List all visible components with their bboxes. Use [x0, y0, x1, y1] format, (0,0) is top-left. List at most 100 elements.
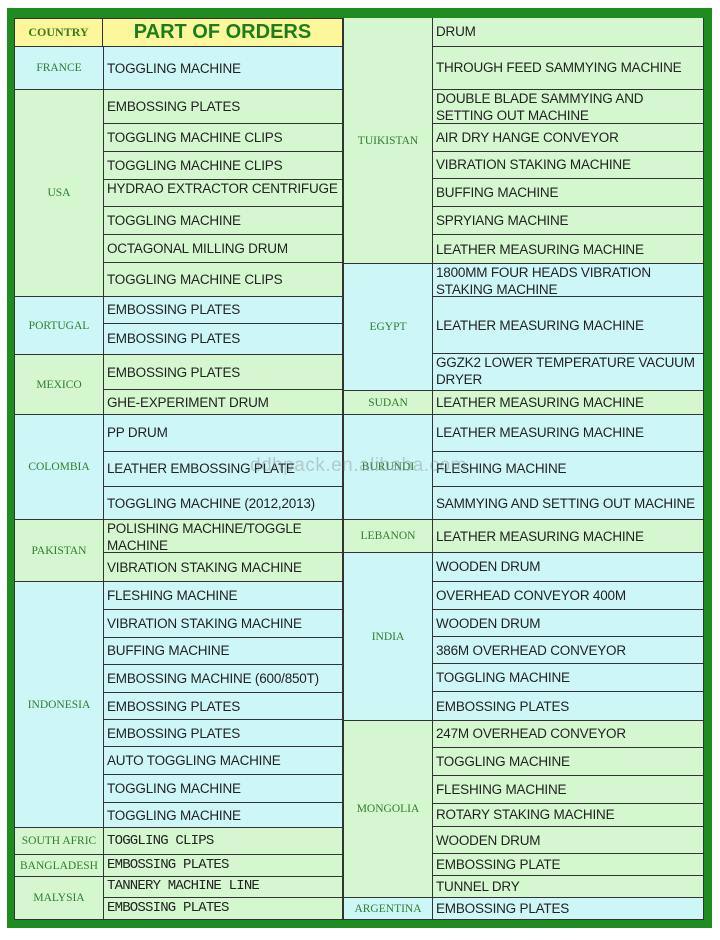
left-country-group: MALYSIA TANNERY MACHINE LINE EMBOSSING PLA… [14, 877, 343, 920]
order-item: AUTO TOGGLING MACHINE [104, 747, 343, 776]
country-name: FRANCE [15, 47, 104, 89]
country-name: ARGENTINA [344, 898, 433, 919]
order-item: VIBRATION STAKING MACHINE [104, 553, 343, 581]
left-country-group: USA EMBOSSING PLATES TOGGLING MACHINE CLIP… [14, 90, 343, 297]
order-item: WOODEN DRUM [433, 609, 704, 638]
order-item: WOODEN DRUM [433, 553, 704, 582]
order-items: DRUM THROUGH FEED SAMMYING MACHINE DOUBLE … [433, 18, 704, 264]
right-country-group: ARGENTINA EMBOSSING PLATES [343, 898, 704, 920]
order-item: BUFFING MACHINE [433, 179, 704, 208]
order-item: TOGGLING MACHINE [433, 747, 704, 776]
country-name: INDONESIA [15, 582, 104, 827]
order-item: SAMMYING AND SETTING OUT MACHINE [433, 487, 704, 519]
order-item: EMBOSSING PLATES [104, 720, 343, 748]
order-item: OCTAGONAL MILLING DRUM [104, 235, 343, 264]
order-item: ROTARY STAKING MACHINE [433, 803, 704, 828]
country-name: SOUTH AFRIC [15, 828, 104, 854]
order-item: VIBRATION STAKING MACHINE [433, 151, 704, 180]
right-country-group: INDIA WOODEN DRUM OVERHEAD CONVEYOR 400M WO… [343, 553, 704, 721]
order-item: EMBOSSING PLATES [433, 692, 704, 720]
order-items: WOODEN DRUM OVERHEAD CONVEYOR 400M WOODEN … [433, 553, 704, 720]
right-country-group: SUDAN LEATHER MEASURING MACHINE [343, 391, 704, 415]
order-items: 1800MM FOUR HEADS VIBRATION STAKING MACH… [433, 264, 704, 390]
order-items: 247M OVERHEAD CONVEYOR TOGGLING MACHINE FL… [433, 721, 704, 897]
order-item: LEATHER MEASURING MACHINE [433, 520, 704, 552]
order-items: TOGGLING CLIPS [104, 828, 343, 854]
order-item: PP DRUM [104, 415, 343, 452]
order-item: LEATHER EMBOSSING PLATE [104, 451, 343, 488]
order-item: THROUGH FEED SAMMYING MACHINE [433, 46, 704, 90]
order-item: FLESHING MACHINE [104, 582, 343, 610]
left-country-group: FRANCE TOGGLING MACHINE [14, 47, 343, 90]
order-item: LEATHER MEASURING MACHINE [433, 415, 704, 452]
order-item: EMBOSSING PLATES [104, 323, 343, 354]
country-name: LEBANON [344, 520, 433, 552]
order-item: TOGGLING MACHINE CLIPS [104, 123, 343, 152]
order-item: BUFFING MACHINE [104, 637, 343, 665]
left-country-group: PORTUGAL EMBOSSING PLATES EMBOSSING PLATES [14, 297, 343, 355]
order-item: EMBOSSING PLATES [433, 898, 704, 919]
order-item: VIBRATION STAKING MACHINE [104, 609, 343, 638]
order-item: EMBOSSING PLATES [104, 90, 343, 124]
order-items: EMBOSSING PLATES EMBOSSING PLATES [104, 297, 343, 354]
order-item: GGZK2 LOWER TEMPERATURE VACUUM DRYER [433, 354, 704, 390]
country-name: PORTUGAL [15, 297, 104, 354]
order-item: LEATHER MEASURING MACHINE [433, 235, 704, 264]
left-country-group: BANGLADESH EMBOSSING PLATES [14, 855, 343, 877]
order-items: LEATHER MEASURING MACHINE [433, 520, 704, 552]
order-item: AIR DRY HANGE CONVEYOR [433, 123, 704, 152]
left-country-group: SOUTH AFRIC TOGGLING CLIPS [14, 828, 343, 855]
order-item: EMBOSSING PLATES [104, 297, 343, 324]
order-items: PP DRUM LEATHER EMBOSSING PLATE TOGGLING M… [104, 415, 343, 519]
header-title: PART OF ORDERS [103, 18, 343, 47]
country-name: MALYSIA [15, 877, 104, 919]
order-item: EMBOSSING MACHINE (600/850T) [104, 664, 343, 693]
country-name: INDIA [344, 553, 433, 720]
country-name: BURUNDI [344, 415, 433, 519]
left-country-group: PAKISTAN POLISHING MACHINE/TOGGLE MACHINE… [14, 520, 343, 582]
order-item: TUNNEL DRY [433, 876, 704, 897]
order-item: 386M OVERHEAD CONVEYOR [433, 637, 704, 665]
left-country-group: MEXICO EMBOSSING PLATES GHE-EXPERIMENT DRU… [14, 355, 343, 415]
country-name: TUIKISTAN [344, 18, 433, 263]
order-item: LEATHER MEASURING MACHINE [433, 391, 704, 414]
order-item: EMBOSSING PLATE [433, 854, 704, 877]
order-items: EMBOSSING PLATES GHE-EXPERIMENT DRUM [104, 355, 343, 414]
order-items: LEATHER MEASURING MACHINE [433, 391, 704, 414]
order-item: DRUM [433, 18, 704, 47]
order-item: HYDRAO EXTRACTOR CENTRIFUGE [104, 179, 343, 208]
order-item: TOGGLING CLIPS [104, 828, 343, 854]
order-items: EMBOSSING PLATES [104, 855, 343, 876]
right-country-group: MONGOLIA 247M OVERHEAD CONVEYOR TOGGLING M… [343, 721, 704, 898]
order-item: 1800MM FOUR HEADS VIBRATION STAKING MACH… [433, 264, 704, 297]
country-name: USA [15, 90, 104, 296]
right-country-group: BURUNDI LEATHER MEASURING MACHINE FLESHING… [343, 415, 704, 520]
order-item: TOGGLING MACHINE [104, 803, 343, 828]
order-item: TOGGLING MACHINE [104, 207, 343, 236]
left-country-group: COLOMBIA PP DRUM LEATHER EMBOSSING PLATE TO… [14, 415, 343, 520]
order-items: POLISHING MACHINE/TOGGLE MACHINE VIBRATIO… [104, 520, 343, 581]
country-name: SUDAN [344, 391, 433, 414]
order-item: TOGGLING MACHINE (2012,2013) [104, 487, 343, 519]
order-item: TANNERY MACHINE LINE [104, 877, 343, 898]
order-items: EMBOSSING PLATES TOGGLING MACHINE CLIPS TO… [104, 90, 343, 296]
country-name: COLOMBIA [15, 415, 104, 519]
right-country-group: EGYPT 1800MM FOUR HEADS VIBRATION STAKING… [343, 264, 704, 391]
order-item: SPRYIANG MACHINE [433, 207, 704, 236]
order-item: LEATHER MEASURING MACHINE [433, 297, 704, 355]
order-item: EMBOSSING PLATES [104, 355, 343, 391]
order-item: TOGGLING MACHINE [104, 47, 343, 89]
order-item: TOGGLING MACHINE [104, 775, 343, 804]
country-name: MEXICO [15, 355, 104, 414]
order-items: FLESHING MACHINE VIBRATION STAKING MACHIN… [104, 582, 343, 828]
order-item: 247M OVERHEAD CONVEYOR [433, 721, 704, 748]
order-item: FLESHING MACHINE [433, 775, 704, 804]
order-item: EMBOSSING PLATES [104, 855, 343, 876]
right-country-group: LEBANON LEATHER MEASURING MACHINE [343, 520, 704, 553]
order-item: FLESHING MACHINE [433, 451, 704, 488]
order-item: TOGGLING MACHINE CLIPS [104, 263, 343, 296]
country-name: MONGOLIA [344, 721, 433, 897]
order-item: OVERHEAD CONVEYOR 400M [433, 581, 704, 610]
right-country-group: TUIKISTAN DRUM THROUGH FEED SAMMYING MACHI… [343, 18, 704, 264]
order-items: LEATHER MEASURING MACHINE FLESHING MACHIN… [433, 415, 704, 519]
